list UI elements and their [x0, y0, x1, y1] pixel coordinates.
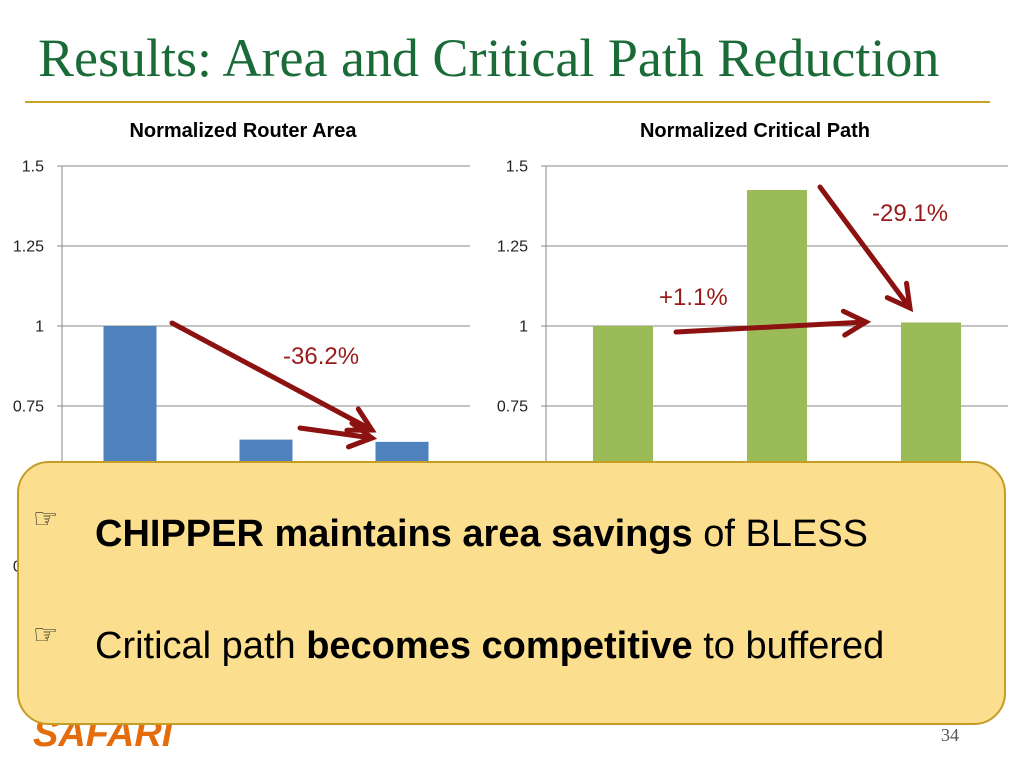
bullet-emphasis: CHIPPER maintains area savings [95, 513, 693, 555]
callout-box: ☞ CHIPPER maintains area savings of BLES… [17, 461, 1006, 725]
arrow-shaft [817, 184, 913, 311]
bullet-critical-path: Critical path becomes competitive to buf… [95, 624, 884, 668]
bullet-text: to buffered [692, 625, 885, 667]
arrow-shaft [673, 319, 869, 335]
path-reduction-label: -29.1% [872, 200, 948, 227]
y-tick-label: 1.25 [13, 239, 44, 256]
y-tick-label: 1.5 [22, 159, 44, 176]
arrowhead [884, 280, 914, 313]
y-tick-label: 1.5 [506, 159, 528, 176]
pointing-hand-icon: ☞ [33, 618, 59, 651]
annotations-layer: -36.2% +1.1% -29.1% [169, 184, 948, 450]
chart-title: Normalized Critical Path [640, 120, 870, 142]
bullet-area-savings: CHIPPER maintains area savings of BLESS [95, 512, 868, 556]
arrowhead [344, 406, 377, 433]
chart-title: Normalized Router Area [129, 120, 357, 142]
y-tick-label: 0.75 [13, 399, 44, 416]
bullet-text: of BLESS [692, 513, 869, 555]
path-increase-arrow [673, 308, 872, 338]
arrowhead [346, 420, 378, 450]
arrow-shaft [297, 425, 375, 441]
area-comparison-arrow [297, 420, 378, 450]
page-number: 34 [941, 725, 959, 745]
title-divider [25, 101, 990, 103]
y-tick-label: 1 [519, 319, 528, 336]
area-reduction-arrow [169, 320, 377, 433]
area-change-label: -36.2% [283, 343, 359, 370]
path-increase-label: +1.1% [659, 284, 728, 311]
bullet-emphasis: becomes competitive [306, 625, 693, 667]
slide-title: Results: Area and Critical Path Reductio… [38, 28, 940, 88]
y-tick-label: 1.25 [497, 239, 528, 256]
path-reduction-arrow [817, 184, 914, 313]
pointing-hand-icon: ☞ [33, 502, 59, 535]
arrowhead [840, 308, 872, 338]
bullet-text: Critical path [95, 625, 307, 667]
arrow-shaft [169, 320, 375, 433]
y-tick-label: 1 [35, 319, 44, 336]
y-tick-label: 0.75 [497, 399, 528, 416]
